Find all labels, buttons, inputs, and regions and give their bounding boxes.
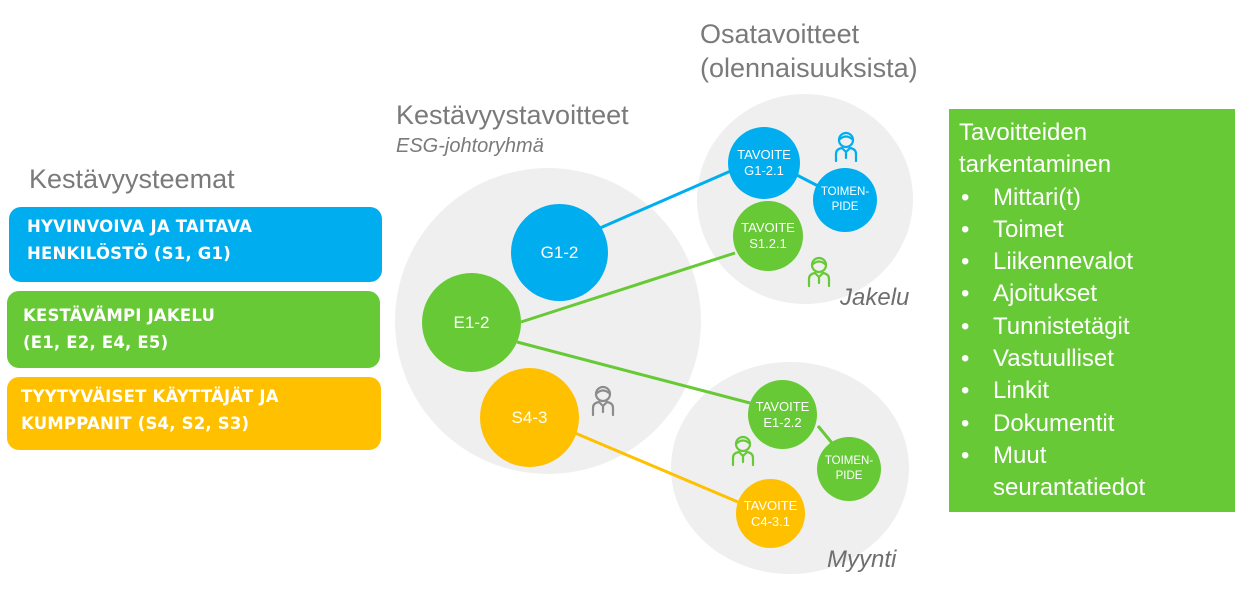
node-label: S4-3 [511, 407, 548, 427]
bullet-icon: • [961, 280, 970, 308]
bullet-icon: • [961, 441, 970, 469]
theme-line: (E1, E2, E4, E5) [23, 333, 169, 352]
person-icon [834, 131, 858, 162]
list-item-text: Toimet [993, 215, 1064, 243]
panel-title-line2: tarkentaminen [959, 151, 1112, 179]
bullet-icon: • [961, 409, 970, 437]
theme-line: KESTÄVÄMPI JAKELU [23, 306, 216, 325]
list-item-text: seurantatiedot [993, 474, 1146, 502]
person-icon [731, 435, 755, 466]
bullet-icon: • [961, 183, 970, 211]
list-item-text: Muut [993, 441, 1047, 469]
action-node-myynti[interactable]: TOIMEN- PIDE [817, 437, 881, 501]
connector-g12-to-g121 [599, 168, 734, 230]
goal-node-g1-2[interactable]: G1-2 [511, 204, 608, 301]
list-item: • Toimet [959, 214, 1235, 246]
connector-e12-to-s121 [520, 251, 736, 324]
connector-e12-to-e122 [516, 340, 751, 405]
list-item-text: Dokumentit [993, 409, 1115, 437]
person-icon [591, 385, 615, 416]
list-item: • Vastuulliset [959, 343, 1235, 375]
bullet-icon: • [961, 248, 970, 276]
person-icon [807, 256, 831, 287]
bullet-icon: • [961, 377, 970, 405]
subgoal-node-c4-3-1[interactable]: TAVOITE C4-3.1 [736, 479, 805, 548]
panel-title-line1: Tavoitteiden [959, 119, 1088, 146]
subgoal-node-s1-2-1[interactable]: TAVOITE S1.2.1 [733, 201, 803, 271]
node-label-line2: G1-2.1 [744, 163, 784, 178]
theme-box-distribution: KESTÄVÄMPI JAKELU (E1, E2, E4, E5) [7, 291, 380, 368]
node-label-line2: PIDE [831, 201, 859, 213]
region-label-myynti: Myynti [827, 546, 897, 573]
list-item-text: Linkit [993, 377, 1050, 405]
bullet-icon: • [961, 215, 970, 243]
list-item: • Liikennevalot [959, 246, 1235, 278]
subgoal-node-g1-2-1[interactable]: TAVOITE G1-2.1 [728, 127, 800, 199]
theme-box-personnel: HYVINVOIVA JA TAITAVA HENKILÖSTÖ (S1, G1… [9, 207, 382, 282]
node-label-line1: TAVOITE [755, 398, 810, 414]
list-item-text: Tunnistetägit [993, 312, 1130, 340]
goal-node-s4-3[interactable]: S4-3 [480, 368, 579, 467]
refinement-list: • Mittari(t) • Toimet • Liikennevalot • Ajoi… [959, 182, 1235, 505]
node-label: G1-2 [540, 242, 579, 262]
list-item: • Mittari(t) [959, 182, 1235, 214]
list-item: • Linkit [959, 375, 1235, 407]
theme-line: HYVINVOIVA JA TAITAVA [27, 217, 253, 236]
list-item-continuation: seurantatiedot [959, 472, 1235, 504]
node-label-line1: TOIMEN- [820, 186, 870, 198]
goals-heading: Kestävyystavoitteet [396, 100, 629, 130]
action-node-jakelu[interactable]: TOIMEN- PIDE [813, 168, 877, 232]
node-label-line1: TAVOITE [743, 497, 798, 513]
node-label: E1-2 [453, 312, 490, 332]
node-label-line2: C4-3.1 [750, 513, 791, 529]
themes-heading: Kestävyysteemat [29, 164, 235, 194]
list-item: • Dokumentit [959, 408, 1235, 440]
theme-line: KUMPPANIT (S4, S2, S3) [21, 414, 250, 433]
goal-node-e1-2[interactable]: E1-2 [422, 273, 521, 372]
node-label-line1: TOIMEN- [824, 455, 874, 467]
node-label-line2: PIDE [835, 470, 863, 482]
subgoals-heading-line2: (olennaisuuksista) [700, 53, 918, 83]
connector-e122-to-toimenpide [816, 425, 834, 444]
bullet-icon: • [961, 345, 970, 373]
list-item: • Tunnistetägit [959, 311, 1235, 343]
goals-subheading: ESG-johtoryhmä [396, 135, 544, 157]
theme-line: TYYTYVÄISET KÄYTTÄJÄT JA [21, 387, 279, 406]
list-item-text: Ajoitukset [993, 280, 1098, 308]
list-item: • Muut [959, 440, 1235, 472]
theme-box-users-partners: TYYTYVÄISET KÄYTTÄJÄT JA KUMPPANIT (S4, … [7, 377, 381, 450]
connector-s43-to-c431 [574, 431, 739, 504]
region-label-jakelu: Jakelu [840, 284, 910, 311]
node-label-line1: TAVOITE [737, 147, 791, 162]
theme-line: HENKILÖSTÖ (S1, G1) [27, 244, 231, 263]
node-label-line1: TAVOITE [741, 220, 795, 235]
subgoals-heading-line1: Osatavoitteet [700, 19, 860, 49]
refinement-panel: Tavoitteiden tarkentaminen • Mittari(t) •… [949, 109, 1235, 512]
node-label-line2: S1.2.1 [749, 236, 787, 251]
bullet-icon: • [961, 312, 970, 340]
node-label-line2: E1-2.2 [763, 414, 802, 430]
jakelu-group-circle [697, 94, 913, 304]
list-item-text: Vastuulliset [993, 345, 1114, 373]
list-item-text: Liikennevalot [993, 248, 1134, 276]
subgoal-node-e1-2-2[interactable]: TAVOITE E1-2.2 [748, 380, 817, 449]
list-item-text: Mittari(t) [993, 183, 1081, 211]
list-item: • Ajoitukset [959, 278, 1235, 310]
